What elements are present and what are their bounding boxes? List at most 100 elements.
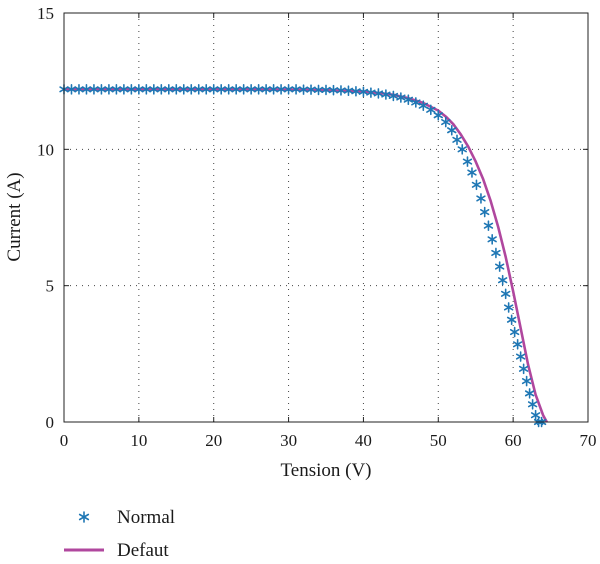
legend: Normal Defaut	[64, 507, 175, 561]
series-normal-point	[483, 220, 494, 231]
series-normal-point	[433, 109, 443, 121]
y-tick-labels: 0 5 10 15	[37, 4, 54, 432]
legend-normal-asterisk	[78, 511, 90, 523]
y-tick-label: 15	[37, 4, 54, 23]
series-normal-point	[524, 388, 535, 399]
series-normal-point	[164, 84, 174, 95]
x-tick-label: 60	[505, 431, 522, 450]
y-tick-label: 0	[46, 413, 55, 432]
series-normal-point	[411, 97, 421, 108]
series-normal-marker-group	[59, 84, 547, 428]
x-tick-label: 40	[355, 431, 372, 450]
series-normal-point	[343, 85, 354, 97]
series-normal-point	[521, 375, 532, 387]
y-tick-label: 5	[46, 277, 55, 296]
series-normal-point	[452, 134, 462, 146]
series-normal-point	[223, 84, 234, 95]
series-normal-point	[506, 314, 517, 326]
series-normal-point	[66, 84, 77, 95]
series-normal-point	[89, 84, 99, 95]
series-normal-point	[426, 104, 436, 116]
series-normal-point	[186, 84, 196, 95]
x-axis-title: Tension (V)	[280, 460, 371, 481]
series-normal-point	[467, 167, 477, 178]
series-normal-point	[418, 100, 429, 112]
series-normal-point	[351, 85, 361, 97]
series-normal-point	[253, 84, 264, 95]
series-normal-point	[238, 84, 249, 95]
x-tick-labels: 0 10 20 30 40 50 60 70	[60, 431, 597, 450]
series-normal-point	[462, 156, 473, 167]
series-normal-point	[261, 84, 271, 95]
series-normal-point	[141, 84, 152, 95]
series-normal-point	[480, 206, 490, 218]
series-normal-point	[268, 84, 279, 95]
series-normal-point	[111, 84, 122, 95]
series-normal-point	[403, 94, 414, 106]
series-normal-point	[447, 124, 457, 136]
series-normal-point	[373, 88, 384, 99]
series-defaut-line-group	[64, 88, 548, 423]
x-tick-label: 10	[130, 431, 147, 450]
series-normal-point	[179, 84, 189, 95]
series-normal-point	[487, 234, 497, 245]
series-normal-point	[457, 144, 467, 155]
series-normal-point	[276, 84, 286, 95]
series-normal-point	[194, 84, 204, 95]
series-normal-point	[321, 84, 331, 96]
series-normal-point	[74, 84, 84, 95]
series-normal-point	[358, 86, 369, 98]
x-tick-label: 0	[60, 431, 69, 450]
series-normal-point	[246, 84, 256, 95]
x-tick-label: 30	[280, 431, 297, 450]
series-normal-point	[156, 84, 167, 95]
series-normal-point	[530, 409, 541, 421]
series-normal-point	[81, 84, 92, 95]
series-normal-point	[149, 84, 159, 95]
series-normal-point	[283, 84, 294, 95]
series-normal-point	[509, 326, 520, 338]
series-normal-point	[336, 85, 346, 96]
legend-defaut-label: Defaut	[117, 540, 169, 561]
series-normal-point	[209, 84, 219, 95]
grid-lines	[64, 13, 588, 422]
series-normal-point	[291, 84, 301, 95]
series-defaut-line	[64, 88, 548, 423]
series-normal-point	[518, 363, 529, 375]
series-normal-point	[126, 84, 137, 95]
series-normal-point	[119, 84, 129, 95]
series-normal-point	[381, 89, 391, 100]
series-normal-point	[441, 116, 451, 128]
series-normal-point	[497, 274, 508, 286]
series-normal-point	[515, 351, 526, 362]
series-normal-point	[171, 84, 181, 95]
series-normal-point	[491, 247, 501, 259]
series-normal-point	[500, 288, 511, 300]
series-normal-point	[512, 338, 523, 350]
x-tick-label: 50	[430, 431, 447, 450]
series-normal-point	[471, 179, 482, 191]
series-normal-point	[231, 84, 241, 95]
x-tick-label: 70	[580, 431, 597, 450]
series-normal-point	[328, 84, 339, 96]
series-normal-point	[503, 302, 514, 313]
axis-ticks	[63, 12, 589, 423]
series-normal-point	[388, 90, 399, 102]
series-normal-point	[298, 84, 309, 95]
y-tick-label: 10	[37, 140, 54, 159]
series-normal-point	[134, 84, 144, 95]
y-axis-title: Current (A)	[4, 172, 25, 261]
series-normal-point	[104, 84, 114, 95]
series-normal-point	[396, 92, 406, 103]
series-normal-point	[96, 84, 107, 95]
series-normal-point	[527, 398, 538, 410]
x-tick-label: 20	[205, 431, 222, 450]
series-normal-point	[494, 261, 505, 272]
series-normal-point	[216, 84, 226, 95]
legend-normal-marker	[78, 511, 90, 523]
plot-background	[64, 13, 588, 422]
series-normal-point	[366, 87, 376, 98]
series-normal-point	[201, 84, 211, 95]
legend-normal-label: Normal	[117, 507, 175, 528]
